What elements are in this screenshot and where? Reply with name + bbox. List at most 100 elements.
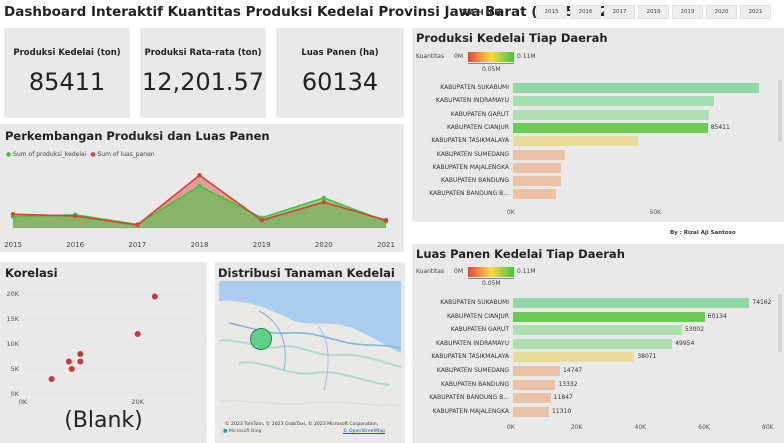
map-title: Distribusi Tanaman Kedelai — [218, 266, 395, 280]
scatter-point-2 — [65, 358, 72, 365]
bar-kabupaten-indramayu[interactable] — [513, 338, 673, 349]
card-rata-rata-value: 12,201.57 — [141, 68, 265, 96]
bar-data-label: 38071 — [637, 353, 657, 361]
x-tick-40K: 40K — [634, 424, 647, 431]
legend-luas-label: Sum of luas_panen — [97, 151, 155, 158]
bar-category-label: KABUPATEN BANDUNG B... — [429, 190, 509, 198]
bar-kabupaten-sumedang[interactable] — [513, 366, 560, 376]
bar-category-label: KABUPATEN TASIKMALAYA — [431, 137, 509, 145]
bar-kabupaten-indramayu[interactable] — [513, 96, 714, 107]
bar-kabupaten-cianjur[interactable] — [513, 122, 708, 133]
bar-category-label: KABUPATEN SUMEDANG — [436, 367, 509, 374]
x-tick-2016: 2016 — [66, 241, 84, 249]
card-rata-rata-label: Produksi Rata-rata (ton) — [144, 48, 262, 58]
bar-category-label: KABUPATEN BANDUNG B... — [429, 394, 509, 402]
bar-data-label: 60134 — [707, 312, 727, 320]
legend-luas-marker: ● — [90, 151, 96, 158]
bar-category-label: KABUPATEN TASIKMALAYA — [431, 353, 509, 361]
bar-category-label: KABUPATEN INDRAMAYU — [436, 339, 509, 347]
y-tick-10K: 10K — [6, 340, 19, 348]
bing-logo: ■ Microsoft Bing — [223, 429, 261, 434]
point-produksi-2018 — [197, 183, 202, 189]
year-button-2016[interactable]: 2016 — [570, 5, 601, 19]
x-tick-20K: 20K — [570, 424, 583, 431]
bar-data-label: 14747 — [563, 367, 583, 374]
x-tick-50K: 50K — [649, 209, 662, 216]
map-view[interactable] — [219, 281, 401, 439]
bar-kabupaten-bandung[interactable] — [513, 379, 556, 390]
bar-luas-panel[interactable]: Luas Panen Kedelai Tiap Daerah Kuantitas… — [412, 244, 784, 443]
point-luas-2018 — [197, 173, 202, 178]
bar-category-label: KABUPATEN SUMEDANG — [436, 150, 509, 158]
bar-kabupaten-bandung[interactable] — [513, 176, 561, 187]
year-button-2021[interactable]: 2021 — [740, 5, 771, 19]
bar-kabupaten-cianjur[interactable] — [513, 311, 705, 322]
x-tick-2018: 2018 — [191, 241, 209, 249]
bing-logo-text: Microsoft Bing — [228, 429, 262, 434]
bar-kabupaten-majalengka[interactable] — [513, 162, 561, 173]
x-tick-2015: 2015 — [4, 241, 22, 249]
bar-produksi-legend-max: 0.11M — [517, 53, 536, 60]
year-button-2019[interactable]: 2019 — [672, 5, 703, 19]
bar-luas-legend-min: 0M — [454, 268, 463, 275]
bar-category-label: KABUPATEN CIANJUR — [446, 123, 509, 131]
bar-category-label: KABUPATEN MAJALENGKA — [432, 407, 509, 415]
bar-kabupaten-majalengka[interactable] — [513, 406, 550, 417]
year-button-2018[interactable]: 2018 — [638, 5, 669, 19]
osm-link[interactable]: © OpenStreetMap — [343, 429, 385, 434]
year-button-2020[interactable]: 2020 — [706, 5, 737, 19]
bar-kabupaten-tasikmalaya[interactable] — [513, 136, 639, 147]
scatter-title: Korelasi — [5, 266, 58, 280]
bar-kabupaten-sumedang[interactable] — [513, 149, 566, 160]
card-luas-panen: Luas Panen (ha) 60134 — [276, 28, 404, 118]
bar-luas-legend-label: Kuantitas — [416, 268, 445, 275]
card-rata-rata: Produksi Rata-rata (ton) 12,201.57 — [140, 28, 266, 118]
bar-luas-scrollbar[interactable] — [778, 294, 782, 352]
card-luas-panen-label: Luas Panen (ha) — [301, 48, 379, 58]
bar-category-label: KABUPATEN GARUT — [450, 110, 509, 118]
bar-luas-legend-max: 0.11M — [517, 268, 536, 275]
map-panel[interactable]: Distribusi Tanaman Kedelai © 2023 TomTom… — [215, 262, 405, 443]
x-tick-80K: 80K — [762, 424, 774, 431]
bar-category-label: KABUPATEN INDRAMAYU — [436, 97, 509, 105]
area-produksi — [13, 186, 386, 228]
scatter-chart: 0K 5K 10K 15K 20K 0K 20K — [6, 290, 195, 406]
bar-produksi-legend-min: 0M — [454, 53, 463, 60]
bar-data-label: 11847 — [553, 394, 573, 402]
bar-category-label: KABUPATEN BANDUNG — [440, 380, 509, 388]
point-luas-2015 — [10, 212, 16, 217]
bar-kabupaten-tasikmalaya[interactable] — [513, 352, 635, 363]
bar-kabupaten-garut[interactable] — [513, 325, 682, 336]
point-luas-2017 — [135, 222, 140, 228]
year-button-2017[interactable]: 2017 — [604, 5, 635, 19]
x-tick-2020: 2020 — [315, 241, 333, 249]
legend-produksi-marker: ● — [6, 151, 12, 158]
x-tick-2019: 2019 — [253, 241, 271, 249]
bar-produksi-panel[interactable]: Produksi Kedelai Tiap Daerah Kuantitas 0… — [412, 28, 784, 222]
bar-kabupaten-bandung-b-[interactable] — [513, 393, 551, 404]
map-bubble[interactable] — [250, 328, 272, 350]
bar-produksi-legend-mid: 0.05M — [482, 66, 501, 73]
bar-kabupaten-bandung-b-[interactable] — [513, 189, 557, 200]
bar-produksi-scrollbar[interactable] — [778, 80, 782, 142]
bar-kabupaten-sukabumi[interactable] — [513, 83, 760, 93]
scatter-blank-label: (Blank) — [64, 408, 143, 433]
point-luas-2019 — [259, 218, 264, 223]
line-chart-panel[interactable]: Perkembangan Produksi dan Luas Panen ● S… — [0, 124, 404, 252]
card-produksi: Produksi Kedelai (ton) 85411 — [4, 28, 130, 118]
card-luas-panen-value: 60134 — [301, 68, 379, 96]
year-button-2015[interactable]: 2015 — [536, 5, 567, 19]
y-tick-5K: 5K — [11, 365, 20, 373]
bar-kabupaten-garut[interactable] — [513, 109, 710, 120]
point-luas-2021 — [383, 218, 389, 223]
bar-kabupaten-sukabumi[interactable] — [513, 298, 750, 308]
point-luas-2020 — [321, 200, 327, 205]
scatter-point-5 — [134, 331, 141, 337]
bar-category-label: KABUPATEN SUKABUMI — [440, 84, 509, 91]
bar-data-label: 11310 — [552, 407, 572, 415]
legend-produksi-label: Sum of produksi_kedelai — [13, 151, 87, 158]
point-luas-2016 — [72, 213, 78, 219]
y-tick-20K: 20K — [6, 290, 19, 298]
scatter-panel[interactable]: Korelasi 0K 5K 10K 15K 20K 0K 20K (Blank) — [0, 262, 207, 443]
x-tick-2017: 2017 — [128, 241, 146, 249]
